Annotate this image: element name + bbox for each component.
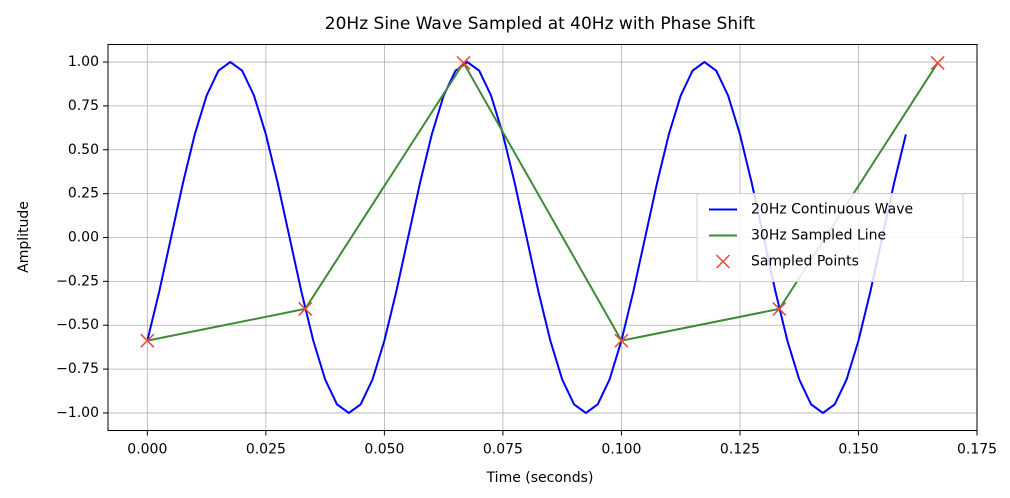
sample-marker: [930, 55, 945, 70]
x-tick-label: 0.100: [601, 442, 641, 458]
x-tick-label: 0.075: [483, 442, 523, 458]
legend-marker: [715, 254, 731, 269]
x-tick-label: 0.175: [957, 442, 997, 458]
x-tick-label: 0.025: [246, 442, 286, 458]
legend-box: [696, 193, 964, 282]
sample-marker: [614, 333, 629, 348]
y-tick-label: −0.25: [56, 273, 99, 289]
y-tick-label: 0.75: [68, 98, 99, 114]
sample-marker: [772, 301, 787, 316]
x-axis-label: Time (seconds): [486, 470, 594, 486]
sample-marker: [456, 55, 471, 70]
y-tick-label: 0.25: [68, 186, 99, 202]
legend-label: 20Hz Continuous Wave: [751, 202, 913, 218]
legend-label: Sampled Points: [751, 254, 859, 270]
y-tick-label: −0.75: [56, 361, 99, 377]
y-tick-label: 1.00: [68, 54, 99, 70]
x-tick-label: 0.125: [720, 442, 760, 458]
y-tick-label: 0.50: [68, 142, 99, 158]
sample-marker: [140, 333, 155, 348]
chart-title: 20Hz Sine Wave Sampled at 40Hz with Phas…: [325, 14, 756, 34]
sample-marker: [298, 301, 313, 316]
y-tick-label: −0.50: [56, 317, 99, 333]
x-tick-label: 0.150: [838, 442, 878, 458]
x-tick-label: 0.000: [127, 442, 167, 458]
legend-label: 30Hz Sampled Line: [751, 228, 886, 244]
y-tick-label: 0.00: [68, 230, 99, 246]
y-tick-label: −1.00: [56, 405, 99, 421]
y-axis-label: Amplitude: [16, 201, 32, 273]
plot-frame: [107, 44, 978, 431]
x-tick-label: 0.050: [364, 442, 404, 458]
